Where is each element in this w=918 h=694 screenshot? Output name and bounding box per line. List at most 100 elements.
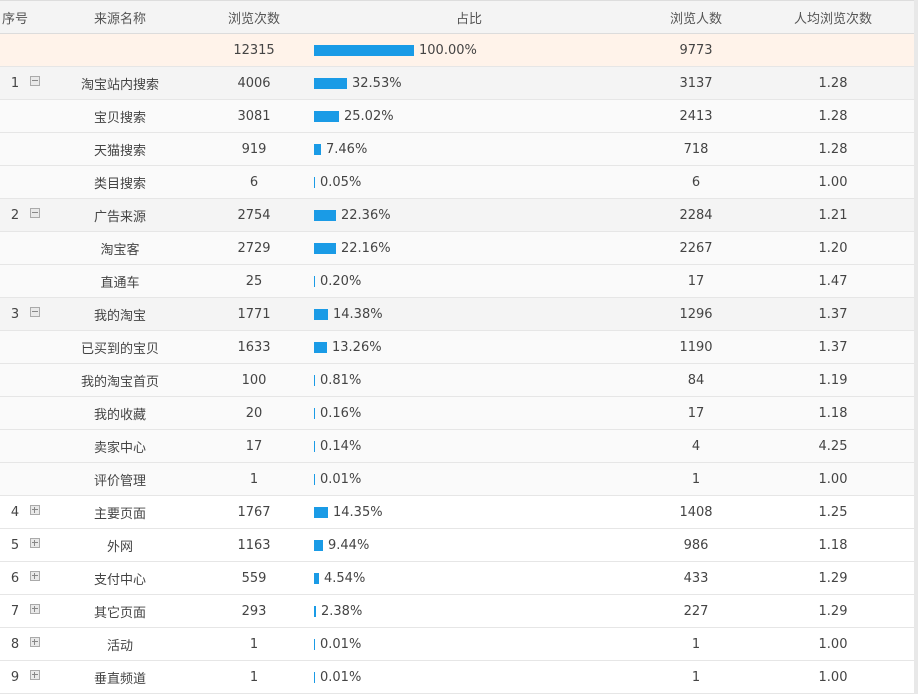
share-bar	[314, 242, 336, 254]
avg-views: 4.25	[818, 438, 848, 454]
child-row[interactable]: 卖家中心 17 0.14% 4 4.25	[0, 430, 918, 463]
avg-views: 1.20	[818, 240, 848, 256]
share-cell: 7.46%	[314, 133, 624, 165]
share-text: 14.38%	[333, 306, 383, 322]
total-share: 100.00%	[314, 34, 624, 66]
share-bar	[314, 308, 328, 320]
share-cell: 0.16%	[314, 397, 624, 429]
share-bar	[314, 341, 327, 353]
share-bar	[314, 176, 315, 188]
avg-views: 1.21	[818, 207, 848, 223]
visitors-count: 227	[683, 603, 709, 619]
visitors-count: 1	[691, 636, 701, 652]
share-text: 0.81%	[320, 372, 362, 388]
share-bar	[314, 275, 315, 287]
avg-views: 1.29	[818, 603, 848, 619]
group-row[interactable]: 2 广告来源 2754 22.36% 2284 1.21	[0, 199, 918, 232]
share-text: 22.16%	[341, 240, 391, 256]
source-name: 支付中心	[93, 572, 146, 588]
minus-icon[interactable]	[30, 76, 40, 86]
child-row[interactable]: 评价管理 1 0.01% 1 1.00	[0, 463, 918, 496]
share-text: 25.02%	[344, 108, 394, 124]
expand-toggle[interactable]	[30, 496, 44, 528]
visitors-count: 4	[691, 438, 701, 454]
group-row[interactable]: 4 主要页面 1767 14.35% 1408 1.25	[0, 496, 918, 529]
share-cell: 0.20%	[314, 265, 624, 297]
source-name: 活动	[106, 638, 133, 654]
share-cell: 2.38%	[314, 595, 624, 627]
share-text: 0.05%	[320, 174, 362, 190]
views-count: 1767	[237, 504, 271, 520]
header-visitors: 浏览人数	[669, 11, 722, 27]
group-row[interactable]: 1 淘宝站内搜索 4006 32.53% 3137 1.28	[0, 67, 918, 100]
expand-toggle[interactable]	[30, 562, 44, 594]
share-bar	[314, 473, 315, 485]
plus-icon[interactable]	[30, 604, 40, 614]
avg-views: 1.00	[818, 471, 848, 487]
group-row[interactable]: 9 垂直频道 1 0.01% 1 1.00	[0, 661, 918, 694]
child-row[interactable]: 宝贝搜索 3081 25.02% 2413 1.28	[0, 100, 918, 133]
source-name: 垂直频道	[93, 671, 146, 687]
visitors-count: 3137	[679, 75, 713, 91]
group-row[interactable]: 8 活动 1 0.01% 1 1.00	[0, 628, 918, 661]
header-avg: 人均浏览次数	[793, 11, 872, 27]
source-name: 我的淘宝首页	[80, 374, 159, 390]
child-row[interactable]: 直通车 25 0.20% 17 1.47	[0, 265, 918, 298]
avg-views: 1.18	[818, 537, 848, 553]
child-row[interactable]: 类目搜索 6 0.05% 6 1.00	[0, 166, 918, 199]
views-count: 17	[245, 438, 263, 454]
share-bar	[314, 44, 414, 56]
share-text: 100.00%	[419, 42, 477, 58]
share-bar	[314, 374, 315, 386]
share-text: 0.01%	[320, 636, 362, 652]
source-name: 宝贝搜索	[93, 110, 146, 126]
child-row[interactable]: 我的收藏 20 0.16% 17 1.18	[0, 397, 918, 430]
share-text: 0.01%	[320, 471, 362, 487]
source-name: 其它页面	[93, 605, 146, 621]
group-row[interactable]: 6 支付中心 559 4.54% 433 1.29	[0, 562, 918, 595]
share-cell: 0.01%	[314, 661, 624, 693]
collapse-toggle[interactable]	[30, 199, 44, 231]
expand-toggle[interactable]	[30, 628, 44, 660]
collapse-toggle[interactable]	[30, 67, 44, 99]
share-bar	[314, 110, 339, 122]
source-name: 广告来源	[93, 209, 146, 225]
plus-icon[interactable]	[30, 670, 40, 680]
collapse-toggle[interactable]	[30, 298, 44, 330]
visitors-count: 1	[691, 471, 701, 487]
header-index: 序号	[1, 11, 28, 27]
header-share: 占比	[455, 11, 482, 27]
plus-icon[interactable]	[30, 637, 40, 647]
views-count: 1163	[237, 537, 271, 553]
group-row[interactable]: 5 外网 1163 9.44% 986 1.18	[0, 529, 918, 562]
minus-icon[interactable]	[30, 307, 40, 317]
expand-toggle[interactable]	[30, 661, 44, 693]
child-row[interactable]: 淘宝客 2729 22.16% 2267 1.20	[0, 232, 918, 265]
avg-views: 1.28	[818, 108, 848, 124]
expand-toggle[interactable]	[30, 595, 44, 627]
share-bar	[314, 143, 321, 155]
child-row[interactable]: 天猫搜索 919 7.46% 718 1.28	[0, 133, 918, 166]
share-text: 22.36%	[341, 207, 391, 223]
plus-icon[interactable]	[30, 538, 40, 548]
source-name: 外网	[106, 539, 133, 555]
views-count: 1	[249, 669, 259, 685]
plus-icon[interactable]	[30, 571, 40, 581]
share-cell: 32.53%	[314, 67, 624, 99]
source-name: 我的淘宝	[93, 308, 146, 324]
views-count: 6	[249, 174, 259, 190]
visitors-count: 433	[683, 570, 709, 586]
visitors-count: 2267	[679, 240, 713, 256]
minus-icon[interactable]	[30, 208, 40, 218]
share-cell: 0.14%	[314, 430, 624, 462]
header-source: 来源名称	[93, 11, 146, 27]
row-index: 4	[10, 504, 20, 520]
group-row[interactable]: 7 其它页面 293 2.38% 227 1.29	[0, 595, 918, 628]
share-text: 0.20%	[320, 273, 362, 289]
child-row[interactable]: 我的淘宝首页 100 0.81% 84 1.19	[0, 364, 918, 397]
plus-icon[interactable]	[30, 505, 40, 515]
expand-toggle[interactable]	[30, 529, 44, 561]
group-row[interactable]: 3 我的淘宝 1771 14.38% 1296 1.37	[0, 298, 918, 331]
share-cell: 0.01%	[314, 463, 624, 495]
child-row[interactable]: 已买到的宝贝 1633 13.26% 1190 1.37	[0, 331, 918, 364]
